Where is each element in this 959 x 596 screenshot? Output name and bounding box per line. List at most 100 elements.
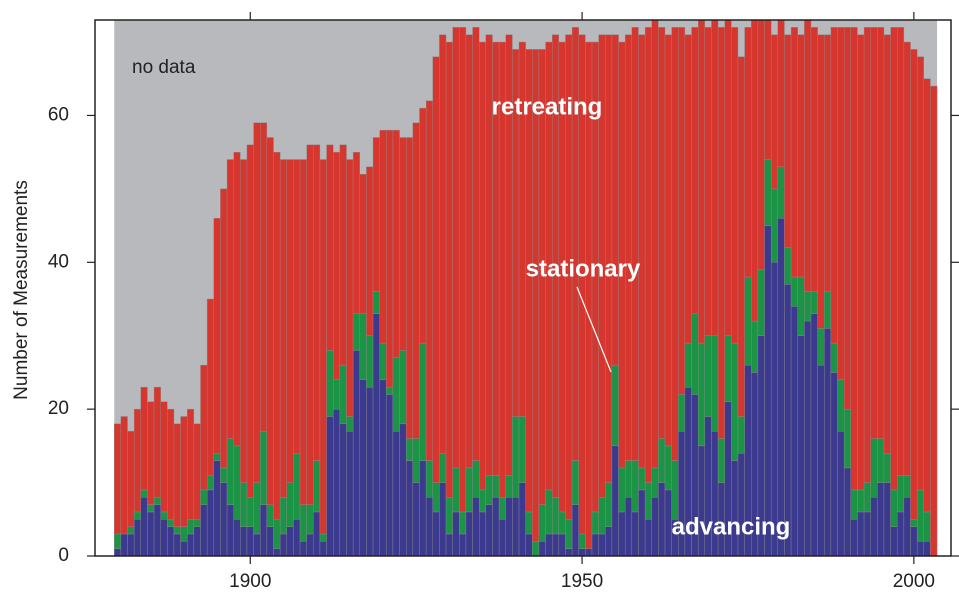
bar-segment <box>226 504 234 556</box>
bar-segment <box>432 511 440 556</box>
bar-segment <box>857 489 865 513</box>
bar-segment <box>737 416 745 454</box>
bar-segment <box>246 526 254 556</box>
bar-segment <box>452 467 460 513</box>
bar-segment <box>465 511 473 556</box>
bar-segment <box>598 533 606 556</box>
bar-segment <box>837 430 845 556</box>
bar-segment <box>492 497 500 556</box>
bar-segment <box>737 56 745 417</box>
bar-segment <box>724 20 732 336</box>
bar-segment <box>890 27 898 491</box>
bar-segment <box>120 416 128 535</box>
bar-segment <box>664 34 672 447</box>
bar-segment <box>930 85 938 556</box>
bar-segment <box>173 423 181 527</box>
bar-segment <box>313 511 321 556</box>
bar-segment <box>273 548 281 556</box>
y-tick-label: 20 <box>48 398 69 419</box>
bar-segment <box>379 342 387 380</box>
bar-segment <box>279 533 287 556</box>
bar-segment <box>664 489 672 556</box>
bar-segment <box>359 379 367 556</box>
bar-segment <box>392 129 400 358</box>
bar-segment <box>916 56 924 491</box>
bar-segment <box>439 482 447 556</box>
bar-segment <box>386 386 394 395</box>
bar-segment <box>923 511 931 542</box>
series-label: advancing <box>672 513 791 540</box>
bar-segment <box>817 34 825 329</box>
bar-segment <box>127 526 135 535</box>
bar-segment <box>877 27 885 439</box>
bar-segment <box>133 519 141 556</box>
bar-segment <box>392 430 400 556</box>
bar-segment <box>724 335 732 403</box>
bar-segment <box>445 497 453 535</box>
bar-segment <box>226 159 234 439</box>
bar-segment <box>465 34 473 469</box>
bar-segment <box>432 56 440 483</box>
bar-segment <box>346 159 354 417</box>
bar-segment <box>824 34 832 292</box>
bar-segment <box>850 27 858 491</box>
bar-segment <box>770 262 779 556</box>
bar-segment <box>651 497 659 556</box>
bar-segment <box>319 159 327 535</box>
bar-segment <box>837 27 845 380</box>
bar-segment <box>339 144 347 366</box>
bar-segment <box>565 548 573 556</box>
bar-segment <box>697 20 706 344</box>
x-tick-label: 1950 <box>561 571 603 592</box>
bar-segment <box>359 313 367 380</box>
bar-segment <box>200 489 208 505</box>
bar-segment <box>286 482 294 527</box>
bar-segment <box>293 519 301 556</box>
no-data-label: no data <box>132 57 196 78</box>
bar-segment <box>339 364 347 425</box>
bar-segment <box>545 533 553 556</box>
bar-segment <box>678 27 686 395</box>
bar-segment <box>319 541 327 556</box>
bar-segment <box>293 159 301 454</box>
bar-segment <box>830 372 838 556</box>
bar-segment <box>266 526 274 556</box>
bar-segment <box>578 548 586 556</box>
bar-segment <box>863 482 871 513</box>
bar-segment <box>731 460 739 556</box>
bar-segment <box>372 313 380 556</box>
bar-segment <box>605 482 613 527</box>
bar-segment <box>505 475 513 498</box>
bar-segment <box>903 497 911 556</box>
bar-segment <box>127 533 135 556</box>
bar-segment <box>751 20 759 322</box>
bar-segment <box>538 541 546 556</box>
bar-segment <box>611 364 619 447</box>
bar-segment <box>551 533 560 556</box>
bar-segment <box>366 335 374 388</box>
bar-segment <box>233 519 241 556</box>
bar-segment <box>850 519 858 556</box>
bar-segment <box>399 423 407 556</box>
bar-segment <box>870 497 878 556</box>
bar-segment <box>611 445 619 556</box>
bar-segment <box>213 460 221 556</box>
bar-segment <box>233 445 241 520</box>
bar-segment <box>890 526 898 556</box>
bar-segment <box>883 482 891 556</box>
bar-segment <box>757 20 765 270</box>
bar-segment <box>883 34 891 454</box>
bar-segment <box>472 27 480 461</box>
bar-segment <box>439 34 447 454</box>
bar-segment <box>784 247 792 285</box>
bar-segment <box>777 20 785 168</box>
bar-segment <box>479 511 487 556</box>
bar-segment <box>153 504 161 556</box>
bar-segment <box>167 526 175 556</box>
bar-segment <box>206 298 214 476</box>
bar-segment <box>744 27 752 278</box>
bar-segment <box>671 460 679 520</box>
plot-frame <box>94 19 952 557</box>
bar-segment <box>479 41 487 491</box>
